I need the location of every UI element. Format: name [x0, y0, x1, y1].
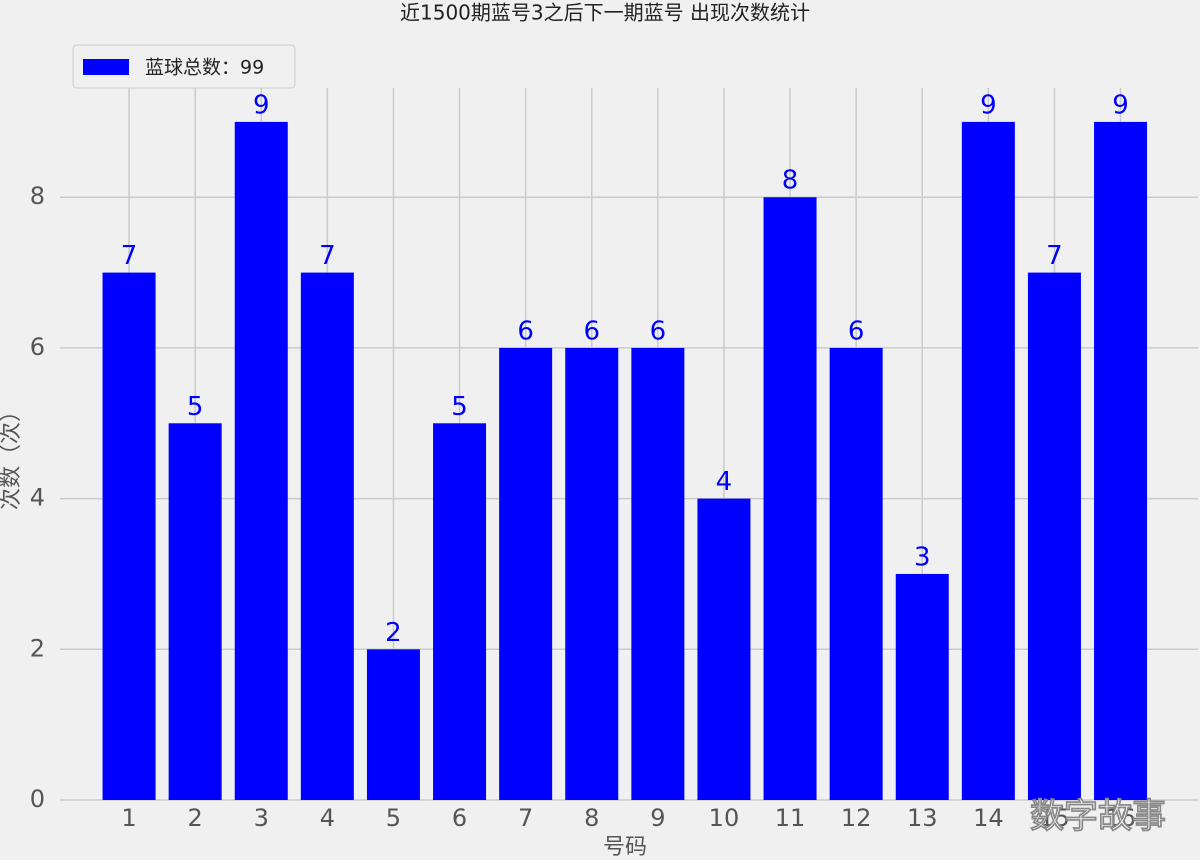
x-tick-label: 12: [841, 804, 872, 832]
y-axis-label: 次数（次）: [0, 400, 24, 510]
data-label: 2: [385, 618, 402, 648]
data-label: 6: [517, 316, 534, 346]
x-tick-label: 14: [973, 804, 1004, 832]
bar: [234, 121, 288, 800]
x-tick-label: 3: [254, 804, 269, 832]
data-label: 5: [451, 392, 468, 422]
bar: [433, 423, 487, 800]
data-label: 7: [121, 241, 138, 271]
legend-swatch: [83, 59, 129, 75]
bar: [102, 272, 156, 800]
bar: [829, 347, 883, 800]
x-tick-label: 11: [775, 804, 806, 832]
y-tick-label: 0: [30, 785, 45, 813]
x-tick-label: 9: [650, 804, 665, 832]
legend: 蓝球总数：99: [72, 44, 296, 89]
bar: [300, 272, 354, 800]
x-tick-label: 6: [452, 804, 467, 832]
data-label: 6: [848, 316, 865, 346]
bar: [697, 498, 751, 800]
bar: [1094, 121, 1148, 800]
x-tick-label: 5: [386, 804, 401, 832]
x-axis-label: 号码: [603, 835, 647, 860]
bar: [631, 347, 685, 800]
bar: [499, 347, 553, 800]
x-tick-label: 1: [121, 804, 136, 832]
x-tick-label: 4: [320, 804, 335, 832]
y-tick-label: 6: [30, 333, 45, 361]
marks: 7 5 9 7 2 5 6 6 6 4 8 6 3 9 7 9: [102, 90, 1148, 801]
x-tick-label: 13: [907, 804, 938, 832]
data-label: 6: [583, 316, 600, 346]
x-tick-label: 7: [518, 804, 533, 832]
data-label: 6: [650, 316, 667, 346]
bar: [565, 347, 619, 800]
y-tick-label: 8: [30, 182, 45, 210]
bar: [895, 573, 949, 800]
x-tick-label: 2: [188, 804, 203, 832]
watermark: 数字故事: [1030, 797, 1166, 837]
x-tick-label: 15: [1039, 804, 1070, 832]
data-label: 5: [187, 392, 204, 422]
y-tick-label: 2: [30, 634, 45, 662]
chart-title: 近1500期蓝号3之后下一期蓝号 出现次数统计: [400, 1, 810, 25]
bar: [366, 649, 420, 800]
bar: [1027, 272, 1081, 800]
bar: [168, 423, 222, 800]
legend-box: [72, 44, 296, 89]
data-label: 8: [782, 166, 799, 196]
y-tick-label: 4: [30, 484, 45, 512]
bar: [961, 121, 1015, 800]
data-label: 9: [253, 90, 270, 120]
data-label: 9: [1112, 90, 1129, 120]
data-label: 3: [914, 542, 931, 572]
data-label: 7: [1046, 241, 1063, 271]
data-label: 7: [319, 241, 336, 271]
data-label: 4: [716, 467, 733, 497]
bar: [763, 197, 817, 801]
data-label: 9: [980, 90, 997, 120]
x-tick-label: 16: [1105, 804, 1136, 832]
legend-label: 蓝球总数：99: [145, 57, 264, 79]
x-tick-label: 10: [709, 804, 740, 832]
x-tick-label: 8: [584, 804, 599, 832]
